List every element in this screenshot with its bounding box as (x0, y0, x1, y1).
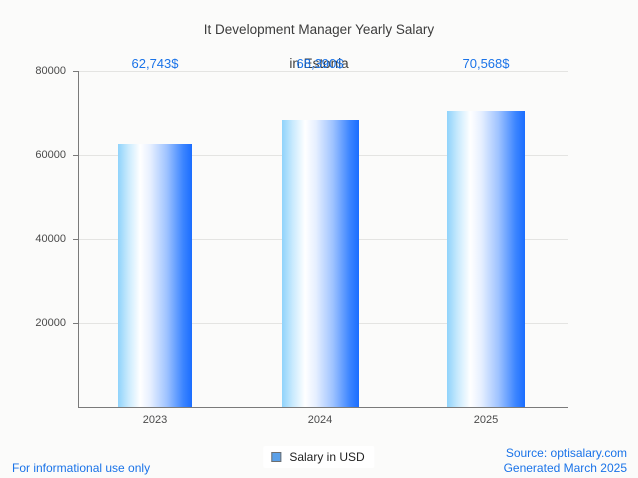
bar-value-label-2023: 62,743$ (131, 56, 179, 71)
y-axis-line (78, 71, 79, 408)
y-tick-label-80000: 80000 (35, 65, 66, 77)
plot-area (78, 71, 568, 407)
legend-item-label: Salary in USD (289, 450, 365, 464)
bar-value-label-2025: 70,568$ (462, 56, 510, 71)
footer-source-block: Source: optisalary.com Generated March 2… (504, 446, 627, 476)
chart-title-line-1: It Development Manager Yearly Salary (203, 22, 435, 37)
gridline-80000 (78, 71, 568, 72)
bar-value-label-2024: 68,390$ (296, 56, 344, 71)
legend-swatch-icon (271, 452, 282, 462)
bar-2024[interactable] (282, 119, 359, 407)
y-tick-mark-60000 (73, 155, 78, 156)
y-tick-mark-80000 (73, 71, 78, 72)
y-tick-mark-20000 (73, 323, 78, 324)
x-axis-line (78, 407, 568, 408)
y-tick-label-20000: 20000 (35, 317, 66, 329)
x-tick-label-2025: 2025 (473, 414, 499, 426)
bar-2025[interactable] (447, 110, 525, 407)
footer-source[interactable]: Source: optisalary.com (505, 446, 627, 460)
footer-disclaimer: For informational use only (12, 461, 151, 475)
x-tick-label-2023: 2023 (142, 414, 168, 426)
footer-generated: Generated March 2025 (503, 461, 627, 475)
y-tick-label-60000: 60000 (35, 149, 66, 161)
y-tick-mark-40000 (73, 239, 78, 240)
y-tick-label-40000: 40000 (35, 233, 66, 245)
bar-2023[interactable] (118, 143, 192, 407)
chart-title-line-2: in Estonia (289, 56, 349, 71)
x-tick-label-2024: 2024 (307, 414, 333, 426)
chart-title: It Development Manager Yearly Salary in … (0, 4, 638, 72)
chart-legend[interactable]: Salary in USD (263, 446, 375, 468)
